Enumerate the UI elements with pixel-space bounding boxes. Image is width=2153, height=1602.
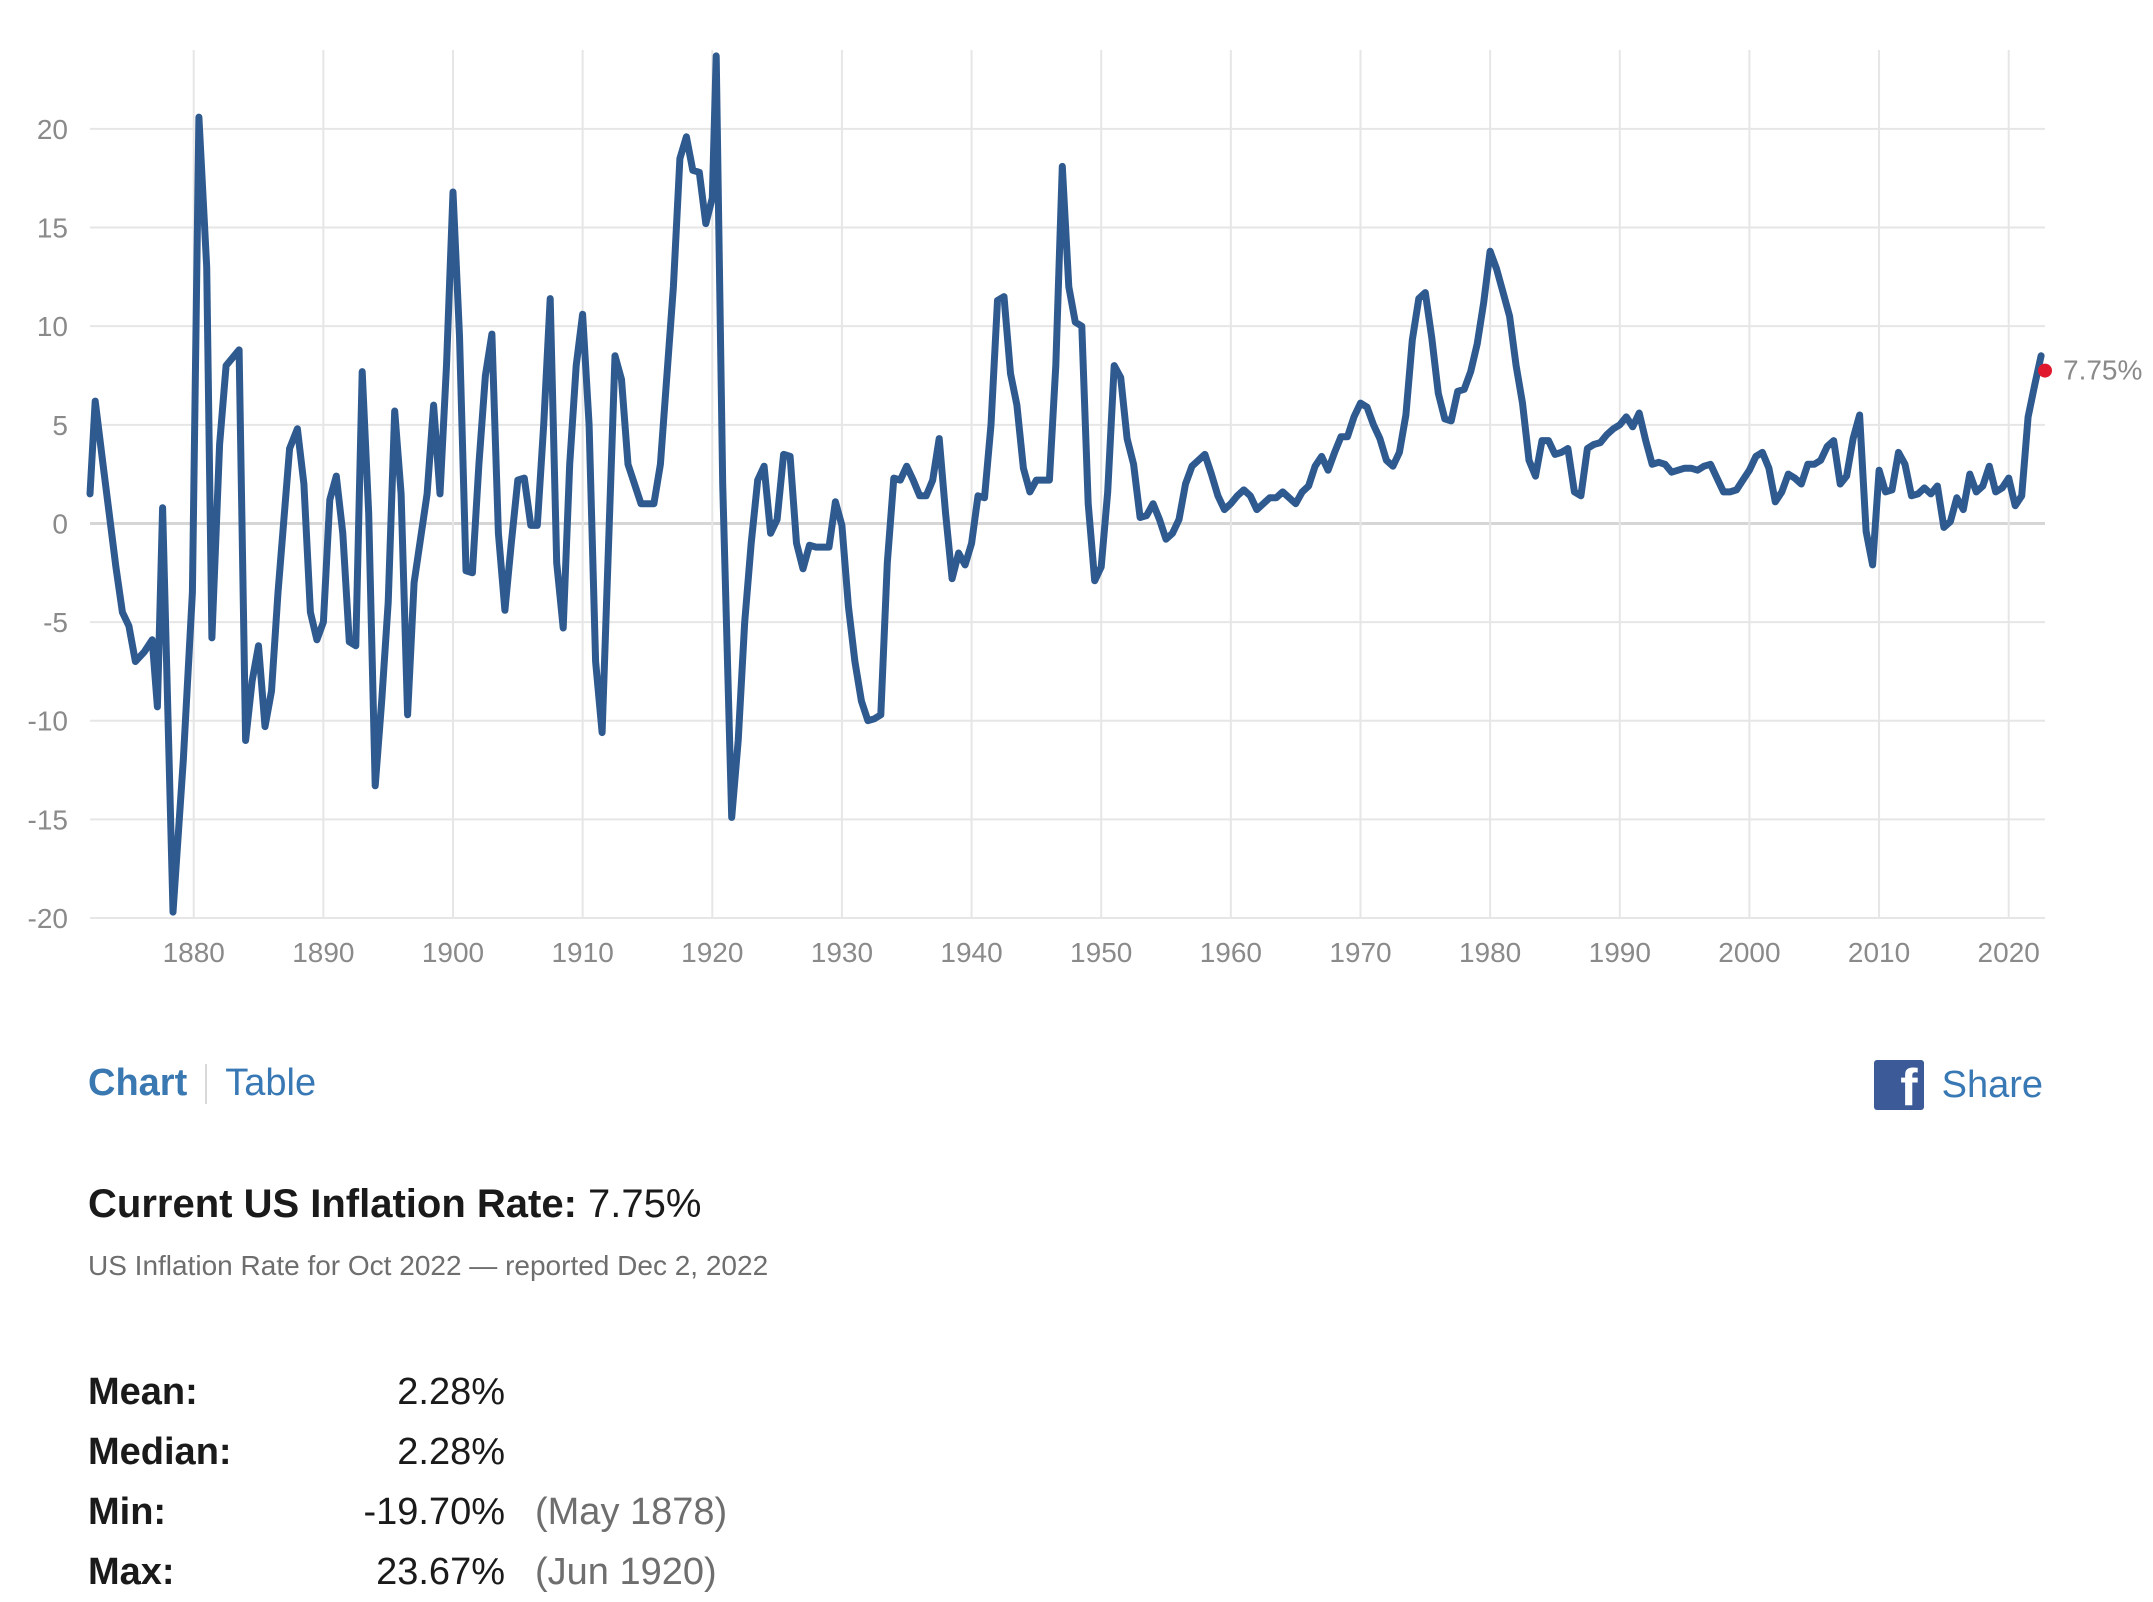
- stat-date: (May 1878): [535, 1490, 728, 1533]
- tab-separator: [205, 1063, 208, 1104]
- stat-row-mean: Mean: 2.28%: [88, 1362, 727, 1422]
- stat-row-min: Min: -19.70% (May 1878): [88, 1482, 727, 1542]
- y-tick-label: 15: [37, 213, 68, 244]
- current-rate-value: 7.75%: [588, 1182, 702, 1226]
- stat-key: Median:: [88, 1430, 232, 1473]
- x-tick-label: 2020: [1978, 937, 2040, 968]
- y-tick-label: -15: [28, 804, 68, 835]
- last-point-marker[interactable]: [2038, 363, 2052, 378]
- current-rate-label: Current US Inflation Rate:: [88, 1182, 577, 1226]
- stat-row-median: Median: 2.28%: [88, 1422, 727, 1482]
- x-tick-label: 1980: [1459, 937, 1521, 968]
- x-tick-label: 1930: [811, 937, 873, 968]
- x-tick-label: 1890: [292, 937, 354, 968]
- y-tick-label: -10: [28, 706, 68, 737]
- y-tick-label: -20: [28, 903, 68, 934]
- stat-row-max: Max: 23.67% (Jun 1920): [88, 1542, 727, 1602]
- y-tick-label: 10: [37, 311, 68, 342]
- y-tick-label: 5: [52, 410, 68, 441]
- last-point-label: 7.75%: [2063, 355, 2142, 386]
- facebook-icon: f: [1873, 1060, 1924, 1114]
- x-tick-label: 1970: [1329, 937, 1391, 968]
- view-toggle: Chart Table: [88, 1062, 316, 1105]
- stats-table: Mean: 2.28% Median: 2.28% Min: -19.70% (…: [88, 1362, 727, 1602]
- x-tick-label: 1920: [681, 937, 743, 968]
- y-tick-label: 0: [52, 508, 68, 539]
- x-tick-label: 1960: [1200, 937, 1262, 968]
- y-axis-ticks: -20 -15 -10 -5 0 5 10 15 20: [28, 114, 68, 934]
- tab-chart[interactable]: Chart: [88, 1062, 188, 1104]
- inflation-series-line: [86, 52, 2045, 916]
- x-tick-label: 2010: [1848, 937, 1910, 968]
- x-tick-label: 1900: [422, 937, 484, 968]
- current-rate-subline: US Inflation Rate for Oct 2022 — reporte…: [88, 1250, 769, 1281]
- stat-key: Max:: [88, 1550, 175, 1593]
- current-rate: Current US Inflation Rate: 7.75%: [88, 1182, 701, 1227]
- grid-layer: [90, 50, 2045, 919]
- x-tick-label: 1940: [940, 937, 1002, 968]
- y-tick-label: -5: [43, 607, 68, 638]
- chart-svg: -20 -15 -10 -5 0 5 10 15 20 1880 1890 1900 1910 1920…: [28, 50, 2142, 968]
- share-label: Share: [1941, 1063, 2043, 1106]
- share-button[interactable]: f Share: [1873, 1060, 2043, 1114]
- stat-value: -19.70%: [363, 1490, 505, 1533]
- x-tick-label: 1910: [551, 937, 613, 968]
- stat-value: 2.28%: [397, 1370, 505, 1413]
- x-tick-label: 1880: [163, 937, 225, 968]
- x-axis-ticks: 1880 1890 1900 1910 1920 1930 1940 1950 1960 1970…: [163, 937, 2040, 968]
- stat-value: 23.67%: [376, 1550, 505, 1593]
- inflation-chart: -20 -15 -10 -5 0 5 10 15 20 1880 1890 1900 1910 1920…: [28, 50, 2142, 968]
- x-tick-label: 1990: [1589, 937, 1651, 968]
- y-tick-label: 20: [37, 114, 68, 145]
- series-layer: [86, 52, 2045, 916]
- stat-key: Min:: [88, 1490, 167, 1533]
- stat-value: 2.28%: [397, 1430, 505, 1473]
- last-point-layer: 7.75%: [2038, 355, 2142, 386]
- stat-date: (Jun 1920): [535, 1550, 717, 1593]
- tab-table[interactable]: Table: [225, 1062, 317, 1104]
- stat-key: Mean:: [88, 1370, 198, 1413]
- x-tick-label: 1950: [1070, 937, 1132, 968]
- x-tick-label: 2000: [1718, 937, 1780, 968]
